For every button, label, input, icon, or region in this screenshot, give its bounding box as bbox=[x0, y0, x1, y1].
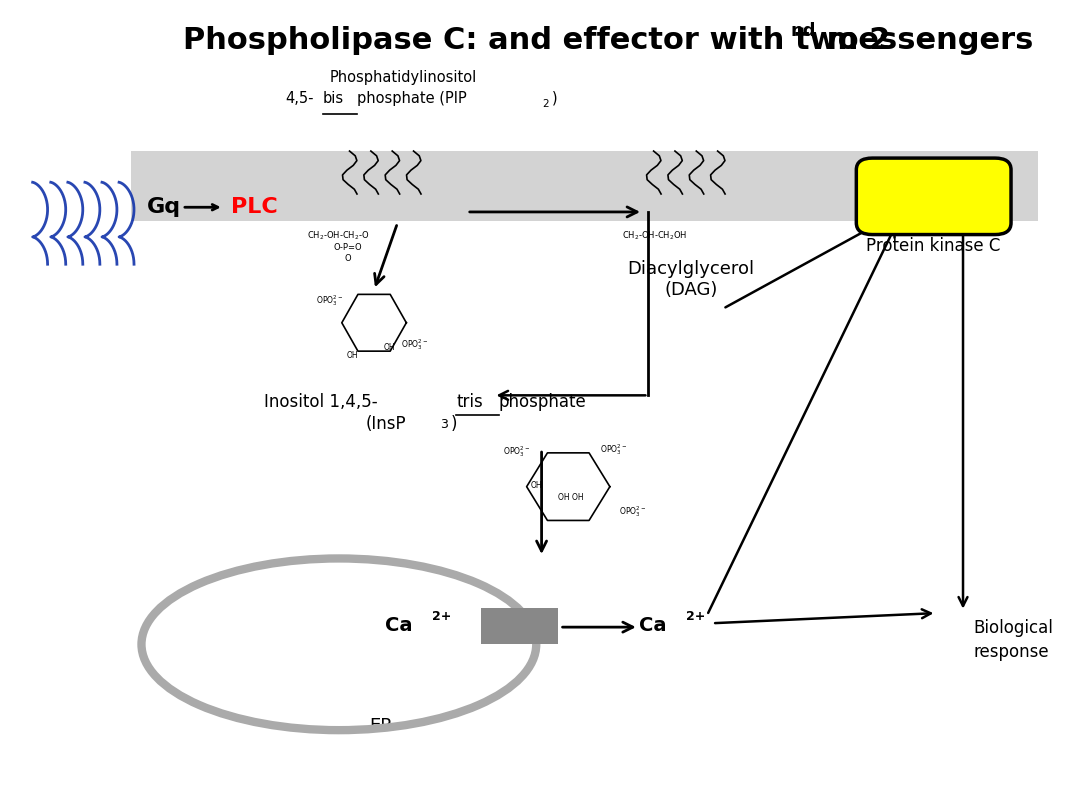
Text: 2+: 2+ bbox=[686, 611, 705, 623]
Bar bbox=[131, 151, 1038, 222]
Text: Diacylglycerol: Diacylglycerol bbox=[627, 260, 755, 278]
Text: OH: OH bbox=[530, 480, 542, 490]
Text: OPO$_3^{2-}$: OPO$_3^{2-}$ bbox=[401, 337, 428, 352]
FancyBboxPatch shape bbox=[856, 158, 1011, 234]
Bar bbox=[480, 608, 558, 626]
Text: (DAG): (DAG) bbox=[664, 281, 718, 299]
Text: OPO$_3^{2-}$: OPO$_3^{2-}$ bbox=[503, 444, 530, 459]
Text: response: response bbox=[974, 643, 1050, 661]
Text: O: O bbox=[344, 254, 351, 263]
Text: Gq: Gq bbox=[147, 197, 181, 217]
Text: OH: OH bbox=[383, 343, 395, 352]
Text: PKC: PKC bbox=[903, 182, 964, 211]
Text: 2: 2 bbox=[542, 99, 549, 109]
Text: Biological: Biological bbox=[974, 619, 1053, 637]
Text: ): ) bbox=[451, 415, 457, 433]
Text: 4,5-: 4,5- bbox=[285, 91, 314, 106]
Bar bbox=[480, 625, 558, 644]
Text: nd: nd bbox=[791, 22, 816, 40]
Text: CH$_2$-OH-CH$_2$OH: CH$_2$-OH-CH$_2$OH bbox=[622, 229, 687, 241]
Text: OPO$_3^{2-}$: OPO$_3^{2-}$ bbox=[619, 504, 646, 519]
Text: ): ) bbox=[552, 91, 558, 106]
Text: bis: bis bbox=[322, 91, 344, 106]
Text: PLC: PLC bbox=[231, 197, 278, 217]
Text: ER: ER bbox=[369, 717, 393, 735]
Text: CH$_2$-OH-CH$_2$-O: CH$_2$-OH-CH$_2$-O bbox=[307, 229, 369, 241]
Text: OPO$_3^{2-}$: OPO$_3^{2-}$ bbox=[600, 442, 626, 457]
Text: phosphate: phosphate bbox=[499, 393, 587, 411]
Text: 2+: 2+ bbox=[431, 611, 451, 623]
Text: Phosphatidylinositol: Phosphatidylinositol bbox=[329, 70, 477, 85]
Text: O-P=O: O-P=O bbox=[333, 243, 363, 252]
Text: Ca: Ca bbox=[384, 616, 413, 635]
Text: 3: 3 bbox=[440, 418, 448, 431]
Text: OH: OH bbox=[347, 351, 358, 360]
Text: OH OH: OH OH bbox=[558, 493, 584, 502]
Text: Protein kinase C: Protein kinase C bbox=[866, 237, 1001, 255]
Text: OPO$_3^{2-}$: OPO$_3^{2-}$ bbox=[316, 293, 343, 308]
Text: (InsP: (InsP bbox=[366, 415, 406, 433]
Text: Inositol 1,4,5-: Inositol 1,4,5- bbox=[265, 393, 378, 411]
Text: Ca: Ca bbox=[638, 616, 666, 635]
Text: phosphate (PIP: phosphate (PIP bbox=[357, 91, 467, 106]
Text: messengers: messengers bbox=[816, 26, 1033, 55]
Text: Phospholipase C: and effector with two 2: Phospholipase C: and effector with two 2 bbox=[183, 26, 890, 55]
Text: tris: tris bbox=[456, 393, 484, 411]
